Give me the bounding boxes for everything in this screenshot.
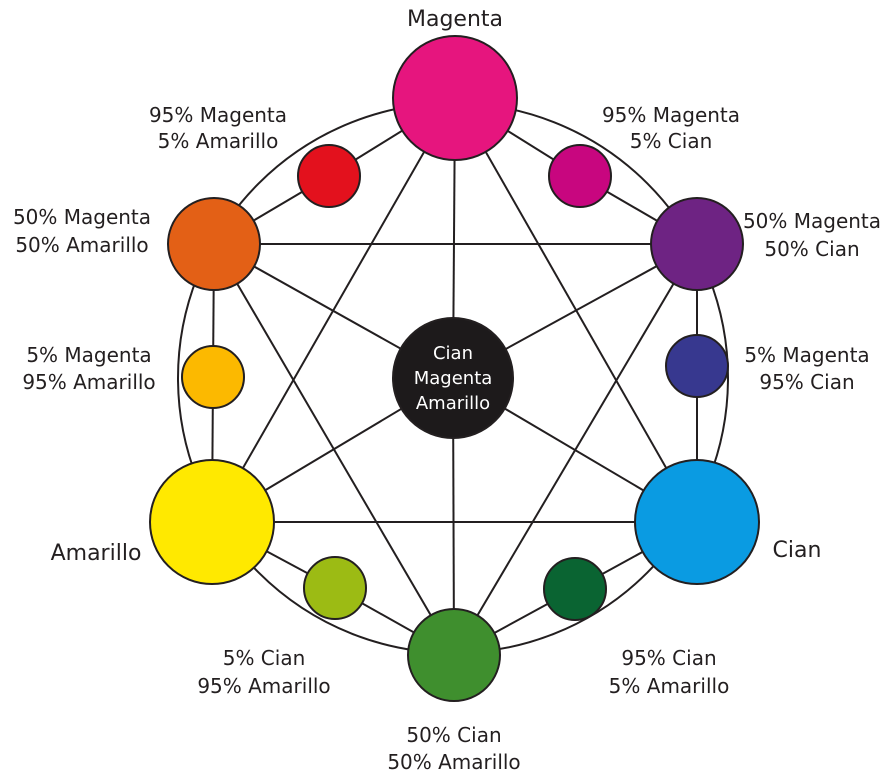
label-m95-a5-line2: 5% Amarillo [158, 129, 279, 153]
label-m50-a50-line2: 50% Amarillo [15, 233, 148, 257]
label-c95-a5-line2: 5% Amarillo [609, 674, 730, 698]
label-m5-c95-line2: 95% Cian [759, 370, 854, 394]
node-m95-a5 [297, 144, 361, 208]
label-m5-a95-line1: 5% Magenta [26, 343, 151, 367]
node-c50-a50 [407, 608, 501, 702]
node-c5-a95 [303, 556, 367, 620]
center-label-line2: Magenta [414, 368, 493, 389]
label-m50-c50-line1: 50% Magenta [743, 209, 881, 233]
node-cian [634, 459, 760, 585]
node-magenta [392, 35, 518, 161]
node-m5-c95 [665, 334, 729, 398]
edge-magenta-amarillo [211, 97, 456, 523]
label-c50-a50-line2: 50% Amarillo [387, 750, 520, 774]
label-cian: Cian [773, 538, 822, 563]
edge-m50c50-c50a50 [453, 243, 698, 656]
label-magenta: Magenta [407, 7, 503, 32]
label-m50-c50-line2: 50% Cian [764, 237, 859, 261]
center-label-line1: Cian [433, 343, 473, 364]
label-m95-c5-line1: 95% Magenta [602, 103, 740, 127]
node-m95-c5 [548, 144, 612, 208]
label-amarillo: Amarillo [51, 541, 142, 566]
label-c95-a5-line1: 95% Cian [621, 646, 716, 670]
label-m50-a50-line1: 50% Magenta [13, 205, 151, 229]
label-m95-a5-line1: 95% Magenta [149, 103, 287, 127]
node-c95-a5 [543, 557, 607, 621]
label-c5-a95-line1: 5% Cian [223, 646, 306, 670]
label-c5-a95-line2: 95% Amarillo [197, 674, 330, 698]
label-m5-c95-line1: 5% Magenta [744, 343, 869, 367]
label-m5-a95-line2: 95% Amarillo [22, 370, 155, 394]
label-c50-a50-line1: 50% Cian [406, 723, 501, 747]
label-m95-c5-line2: 5% Cian [630, 129, 713, 153]
center-label-line3: Amarillo [416, 393, 490, 414]
node-m50-c50 [650, 197, 744, 291]
node-amarillo [149, 459, 275, 585]
node-center [392, 317, 514, 439]
edge-magenta-cian [454, 97, 698, 523]
node-m5-a95 [181, 345, 245, 409]
node-m50-a50 [167, 197, 261, 291]
edge-m50a50-c50a50 [213, 243, 455, 656]
